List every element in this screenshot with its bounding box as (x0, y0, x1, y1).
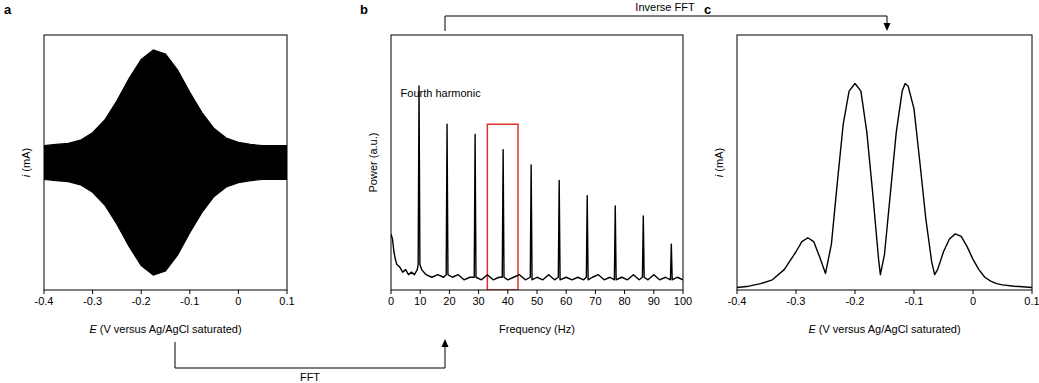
x-tick (507, 290, 508, 294)
x-tick (92, 290, 93, 294)
current-band (44, 50, 287, 275)
x-tick (566, 290, 567, 294)
x-tick (595, 290, 596, 294)
x-tick (420, 290, 421, 294)
x-tick-label: 40 (502, 295, 514, 307)
x-tick-label: 30 (472, 295, 484, 307)
x-tick-label: -0.4 (35, 295, 54, 307)
figure: -0.4 -0.3 -0.2 -0.1 0 0.1 E (V versus Ag/AgCl … (0, 0, 1039, 383)
panel-letter: c (704, 2, 711, 17)
y-axis-label: i (mA) (713, 148, 725, 177)
plot-frame (737, 35, 1032, 290)
x-tick-label: 70 (589, 295, 601, 307)
x-tick (653, 290, 654, 294)
x-tick-label: -0.3 (787, 295, 806, 307)
arrow-label: Inverse FFT (635, 1, 695, 13)
x-tick-label: 60 (560, 295, 572, 307)
x-axis-label: Frequency (Hz) (499, 323, 575, 335)
x-tick-label: 90 (648, 295, 660, 307)
x-tick (287, 290, 288, 294)
data-line (391, 86, 683, 280)
x-tick-label: 10 (414, 295, 426, 307)
x-tick-label: -0.2 (132, 295, 151, 307)
arrows: FFT Inverse FFT (175, 1, 891, 383)
x-tick-label: 0 (388, 295, 394, 307)
plot-frame (44, 35, 287, 290)
x-tick (44, 290, 45, 294)
panel-b: 0 10 20 30 40 50 60 70 80 90 100 Frequency (Hz) Powe… (360, 2, 692, 335)
x-tick (238, 290, 239, 294)
x-tick-label: 100 (674, 295, 692, 307)
x-tick (391, 290, 392, 294)
axis-label-rest: (V versus Ag/AgCl saturated) (816, 323, 961, 335)
x-axis-label: E (V versus Ag/AgCl saturated) (89, 323, 241, 335)
x-tick-label: 0.1 (1024, 295, 1039, 307)
x-tick-label: -0.1 (180, 295, 199, 307)
envelope-line (44, 180, 287, 276)
envelope-line (44, 50, 287, 146)
x-tick (478, 290, 479, 294)
x-tick-label: -0.2 (846, 295, 865, 307)
panel-a: -0.4 -0.3 -0.2 -0.1 0 0.1 E (V versus Ag/AgCl … (4, 2, 295, 335)
plot-area (44, 50, 287, 275)
x-tick (449, 290, 450, 294)
axis-label-rest: (mA) (20, 148, 32, 175)
x-tick (189, 290, 190, 294)
x-axis-label: E (V versus Ag/AgCl saturated) (808, 323, 960, 335)
x-tick (973, 290, 974, 294)
x-tick (683, 290, 684, 294)
y-axis-label: i (mA) (20, 148, 32, 177)
axis-label-rest: (V versus Ag/AgCl saturated) (97, 323, 242, 335)
fft-arrow-line (175, 342, 445, 368)
x-tick-label: -0.4 (728, 295, 747, 307)
x-tick-label: 0 (235, 295, 241, 307)
x-tick-label: 50 (531, 295, 543, 307)
x-tick (914, 290, 915, 294)
x-tick (1032, 290, 1033, 294)
x-tick (141, 290, 142, 294)
x-tick-label: 20 (443, 295, 455, 307)
y-axis-label: Power (a.u.) (367, 133, 379, 193)
fft-arrow-head (442, 339, 449, 347)
x-tick (537, 290, 538, 294)
plot-frame (391, 35, 683, 290)
x-tick-label: 0.1 (279, 295, 294, 307)
panel-c: -0.4 -0.3 -0.2 -0.1 0 0.1 E (V versus Ag/AgCl … (704, 2, 1039, 335)
inverse-fft-arrow-head (884, 23, 891, 31)
arrow-label: FFT (300, 371, 320, 383)
x-tick (737, 290, 738, 294)
x-tick (855, 290, 856, 294)
x-tick-label: 0 (970, 295, 976, 307)
panel-letter: a (4, 2, 12, 17)
x-tick-label: -0.1 (905, 295, 924, 307)
axis-label-rest: (mA) (713, 148, 725, 175)
x-tick-label: -0.3 (83, 295, 102, 307)
data-line (737, 83, 1032, 287)
x-tick (624, 290, 625, 294)
panel-letter: b (360, 2, 368, 17)
plot-area (391, 86, 683, 290)
background (0, 0, 1039, 383)
x-tick (796, 290, 797, 294)
inverse-fft-arrow-line (445, 16, 887, 31)
annotation: Fourth harmonic (401, 87, 482, 99)
plot-area (737, 83, 1032, 287)
x-tick-label: 80 (618, 295, 630, 307)
